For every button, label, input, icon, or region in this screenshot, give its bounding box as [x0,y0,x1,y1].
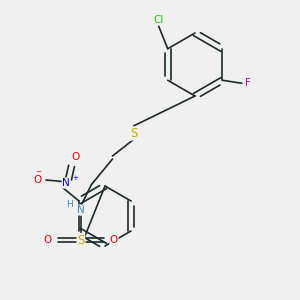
Text: O: O [110,235,118,245]
Text: Cl: Cl [154,15,164,25]
Text: S: S [77,233,85,247]
Text: H: H [66,200,73,209]
Text: O: O [34,175,42,185]
Text: O: O [71,152,80,162]
Text: S: S [130,127,137,140]
Text: F: F [245,78,251,88]
Text: +: + [72,175,78,181]
Text: O: O [44,235,52,245]
Text: −: − [35,169,41,175]
Text: N: N [62,178,70,188]
Text: N: N [77,205,85,215]
